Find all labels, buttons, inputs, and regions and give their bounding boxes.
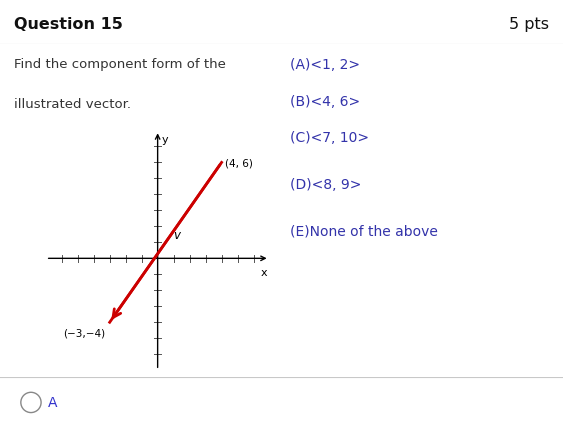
Text: v: v xyxy=(173,228,180,241)
Text: (E)None of the above: (E)None of the above xyxy=(290,224,438,238)
Text: (C)<7, 10>: (C)<7, 10> xyxy=(290,131,369,145)
Text: (A)<1, 2>: (A)<1, 2> xyxy=(290,58,360,72)
Text: (D)<8, 9>: (D)<8, 9> xyxy=(290,178,361,192)
Text: x: x xyxy=(261,268,267,277)
Text: (4, 6): (4, 6) xyxy=(225,158,253,168)
Ellipse shape xyxy=(21,392,41,413)
Text: illustrated vector.: illustrated vector. xyxy=(14,98,131,111)
Text: y: y xyxy=(162,134,168,144)
Text: 5 pts: 5 pts xyxy=(509,17,549,32)
Text: (−3,−4): (−3,−4) xyxy=(62,327,105,337)
Text: Question 15: Question 15 xyxy=(14,17,123,32)
Text: (B)<4, 6>: (B)<4, 6> xyxy=(290,95,360,109)
Text: Find the component form of the: Find the component form of the xyxy=(14,58,226,71)
Text: A: A xyxy=(48,395,57,409)
